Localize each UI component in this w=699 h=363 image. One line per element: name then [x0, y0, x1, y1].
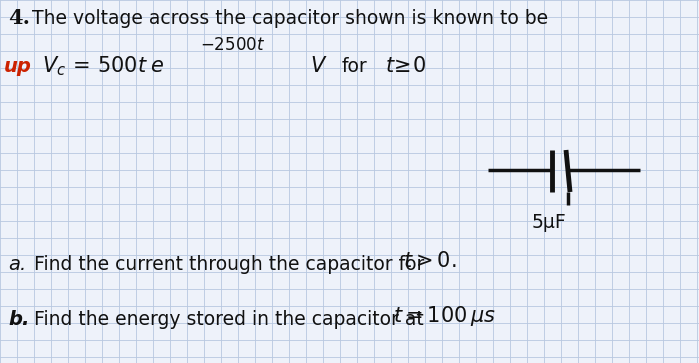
Text: V: V [310, 56, 324, 76]
Text: $t = 100\,\mu s$: $t = 100\,\mu s$ [393, 304, 496, 328]
Text: $V_c\, =\, 500t\; e$: $V_c\, =\, 500t\; e$ [42, 54, 165, 78]
Text: up: up [4, 57, 32, 76]
Text: for: for [342, 57, 368, 76]
Text: $t \!\geq\! 0$: $t \!\geq\! 0$ [385, 56, 426, 76]
Text: a.: a. [8, 255, 27, 274]
Text: b.: b. [8, 310, 29, 329]
Text: Find the current through the capacitor for: Find the current through the capacitor f… [34, 255, 424, 274]
Text: 4.: 4. [8, 8, 30, 28]
Text: The voltage across the capacitor shown is known to be: The voltage across the capacitor shown i… [32, 9, 548, 28]
Text: $t > 0.$: $t > 0.$ [403, 251, 456, 271]
Text: $-2500t$: $-2500t$ [200, 36, 266, 54]
Text: Find the energy stored in the capacitor at: Find the energy stored in the capacitor … [34, 310, 424, 329]
Text: 5μF: 5μF [532, 213, 567, 232]
